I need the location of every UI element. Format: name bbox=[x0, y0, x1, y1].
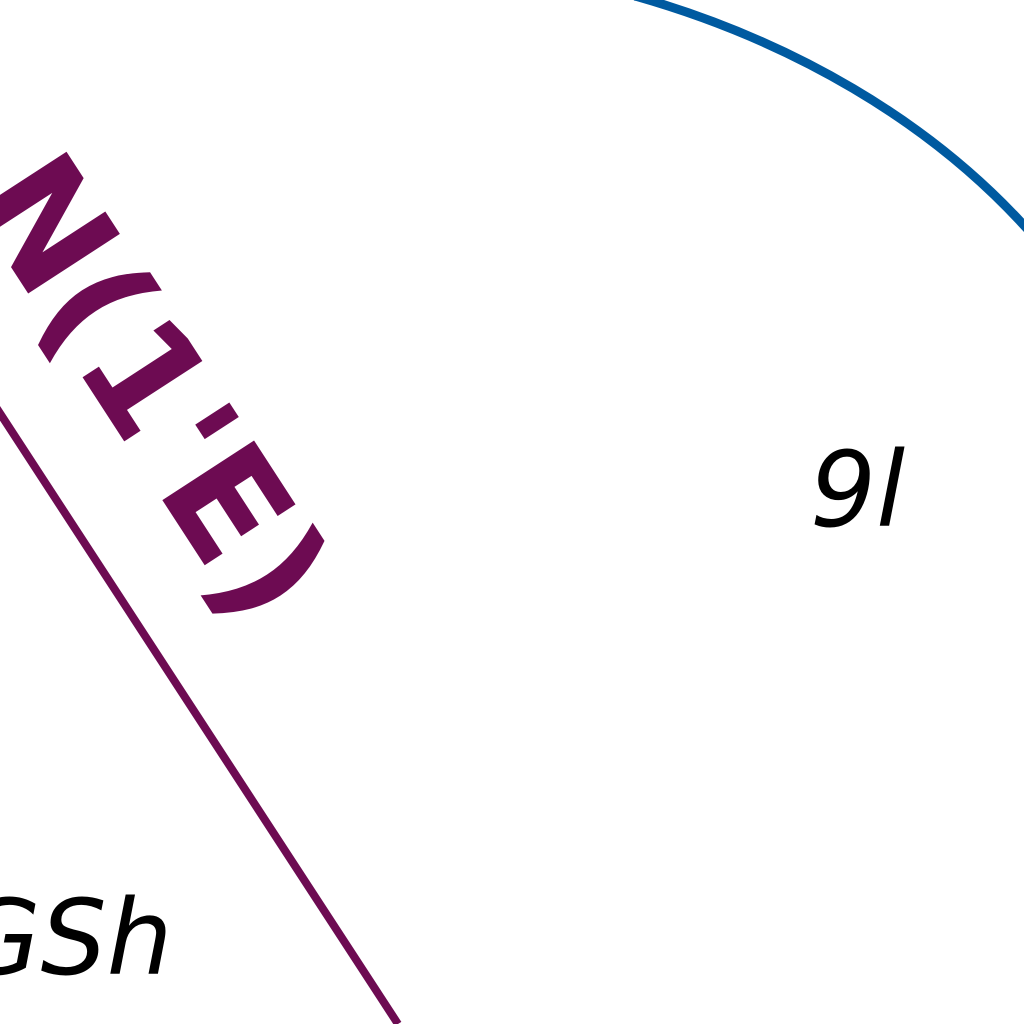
airway-line bbox=[0, 406, 402, 1024]
identifier-label: GSh bbox=[0, 877, 173, 999]
altitude-label: 9l bbox=[810, 429, 905, 551]
airway-label: N(1'E) bbox=[0, 125, 364, 652]
boundary-arc bbox=[633, 0, 1024, 233]
